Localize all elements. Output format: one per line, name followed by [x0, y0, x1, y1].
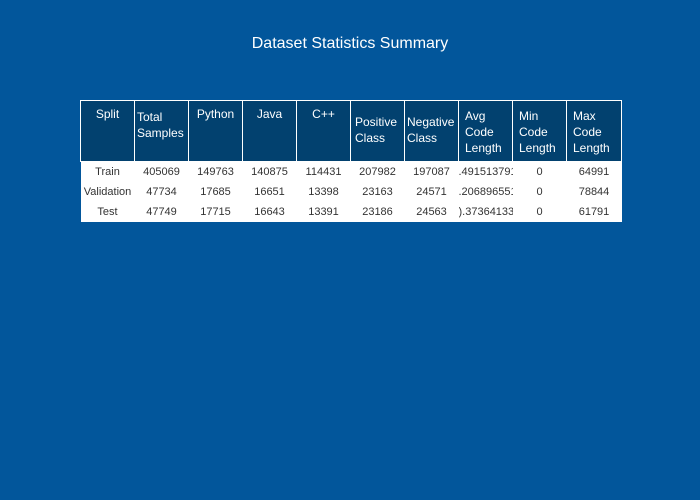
- table-cell: 64991: [566, 161, 622, 182]
- header-row: Split Total Samples Python Java C++ Posi…: [80, 100, 622, 162]
- column-header-positive-class: Positive Class: [350, 100, 405, 162]
- column-header-python: Python: [188, 100, 243, 162]
- column-header-java: Java: [242, 100, 297, 162]
- chart-title: Dataset Statistics Summary: [251, 35, 449, 52]
- table-cell: 114431: [296, 161, 351, 182]
- table-cell: 17685: [188, 182, 243, 202]
- table-cell: 78844: [566, 182, 622, 202]
- table-cell: 207982: [350, 161, 405, 182]
- table-cell: Test: [80, 202, 135, 222]
- column-header-cpp: C++: [296, 100, 351, 162]
- table-cell: .206896551: [458, 182, 513, 202]
- table-cell: 47734: [134, 182, 189, 202]
- table-cell: 197087: [404, 161, 459, 182]
- column-header-split: Split: [80, 100, 135, 162]
- table-row: Test 47749 17715 16643 13391 23186 24563…: [80, 202, 622, 222]
- table-cell: 149763: [188, 161, 243, 182]
- table-cell: 405069: [134, 161, 189, 182]
- column-header-avg-code-length: Avg Code Length: [458, 100, 513, 162]
- table-cell: 61791: [566, 202, 622, 222]
- table-cell: 47749: [134, 202, 189, 222]
- table-cell: 140875: [242, 161, 297, 182]
- table-cell: 17715: [188, 202, 243, 222]
- table-cell: 16651: [242, 182, 297, 202]
- table-cell: .491513791: [458, 161, 513, 182]
- table-cell: 24563: [404, 202, 459, 222]
- table-row: Train 405069 149763 140875 114431 207982…: [80, 161, 622, 182]
- table-cell: 24571: [404, 182, 459, 202]
- column-header-max-code-length: Max Code Length: [566, 100, 622, 162]
- table-cell: 13391: [296, 202, 351, 222]
- table-cell: 13398: [296, 182, 351, 202]
- table-cell: ).37364133: [458, 202, 513, 222]
- table-cell: 0: [512, 182, 567, 202]
- table-cell: 16643: [242, 202, 297, 222]
- table-cell: 23186: [350, 202, 405, 222]
- table-cell: 0: [512, 202, 567, 222]
- column-header-total-samples: Total Samples: [134, 100, 189, 162]
- table-cell: 0: [512, 161, 567, 182]
- table-cell: Train: [80, 161, 135, 182]
- column-header-min-code-length: Min Code Length: [512, 100, 567, 162]
- table-cell: Validation: [80, 182, 135, 202]
- table-row: Validation 47734 17685 16651 13398 23163…: [80, 182, 622, 202]
- column-header-negative-class: Negative Class: [404, 100, 459, 162]
- statistics-table: Split Total Samples Python Java C++ Posi…: [80, 100, 622, 222]
- table-cell: 23163: [350, 182, 405, 202]
